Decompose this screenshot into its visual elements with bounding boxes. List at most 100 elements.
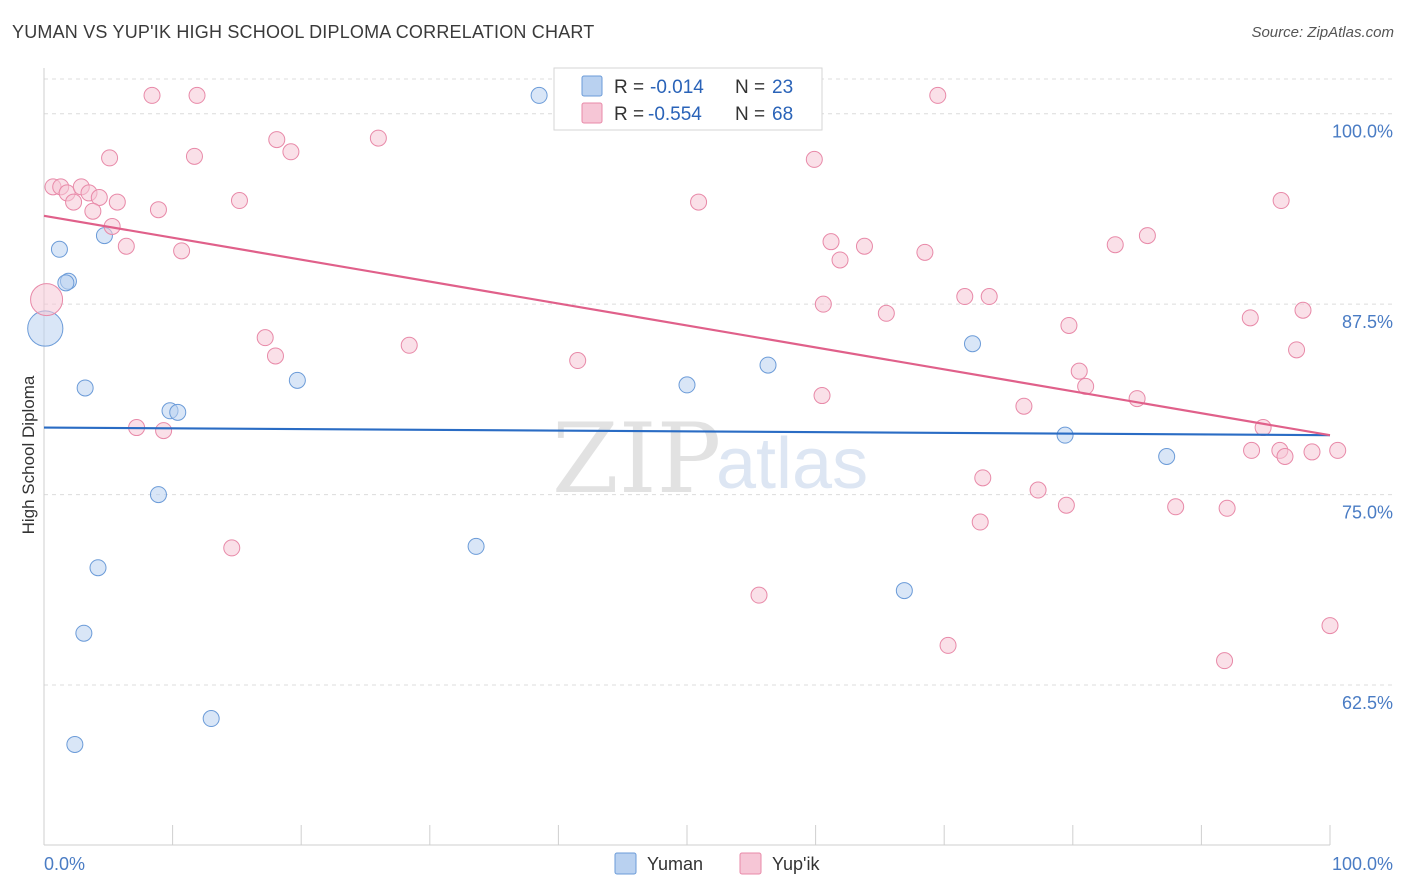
trend-lines — [43, 214, 1331, 437]
source-label: Source: ZipAtlas.com — [1251, 24, 1394, 41]
point-yupik-43 — [1288, 341, 1306, 359]
y-tick-label-3: 62.5% — [1342, 693, 1393, 713]
legend-r-yuman: -0.014 — [650, 77, 704, 98]
chart-title: YUMAN VS YUP'IK HIGH SCHOOL DIPLOMA CORR… — [12, 22, 595, 42]
bottom-legend-yupik: Yup'ik — [772, 854, 820, 874]
point-yupik-35 — [877, 304, 895, 322]
point-yuman-0 — [530, 86, 548, 104]
point-yupik-46 — [813, 387, 831, 405]
point-yupik-0 — [143, 86, 161, 104]
y-axis-title: High School Diploma — [19, 375, 38, 534]
watermark-atlas: atlas — [716, 424, 868, 504]
legend-r-label-yupik: R = — [614, 104, 644, 125]
point-yupik-59 — [1057, 496, 1075, 514]
y-tick-label-0: 100.0% — [1332, 122, 1393, 142]
point-yupik-33 — [956, 288, 974, 306]
point-yupik-39 — [256, 329, 274, 347]
point-yupik-62 — [971, 513, 989, 531]
point-yuman-12 — [963, 335, 981, 353]
point-yupik-30 — [831, 251, 849, 269]
point-yupik-48 — [1015, 397, 1033, 415]
point-yupik-32 — [814, 295, 832, 313]
legend-n-yupik: 68 — [772, 104, 793, 125]
point-yupik-38 — [1060, 316, 1078, 334]
stats-legend: R = -0.014 N = 23 R = -0.554 N = 68 — [553, 67, 823, 131]
series-legend: Yuman Yup'ik — [614, 852, 820, 875]
point-yupik-67 — [1321, 617, 1339, 635]
trend-line-yuman — [43, 426, 1331, 437]
point-yupik-64 — [750, 586, 768, 604]
point-yupik-44 — [1070, 362, 1088, 380]
point-yupik-25 — [822, 233, 840, 251]
point-yupik-55 — [1303, 443, 1321, 461]
point-yupik-26 — [855, 237, 873, 255]
y-tick-label-1: 87.5% — [1342, 312, 1393, 332]
point-yupik-58 — [1029, 481, 1047, 499]
point-yupik-31 — [30, 283, 64, 317]
point-yuman-7 — [288, 371, 306, 389]
legend-n-label-yuman: N = — [735, 77, 765, 98]
point-yuman-9 — [169, 403, 187, 421]
point-yuman-16 — [467, 537, 485, 555]
point-yupik-17 — [230, 192, 248, 210]
point-yupik-3 — [268, 131, 286, 149]
point-yupik-6 — [101, 149, 119, 167]
point-yupik-20 — [84, 202, 102, 220]
point-yupik-61 — [1218, 499, 1236, 517]
point-yupik-37 — [1241, 309, 1259, 327]
point-yupik-19 — [1272, 192, 1290, 210]
axes — [43, 68, 1331, 846]
point-yuman-17 — [89, 559, 107, 577]
point-yupik-66 — [1216, 652, 1234, 670]
point-yuman-5 — [27, 310, 64, 347]
point-yuman-19 — [75, 624, 93, 642]
point-yuman-10 — [678, 376, 696, 394]
point-yuman-13 — [1056, 426, 1074, 444]
legend-r-label-yuman: R = — [614, 77, 644, 98]
point-yupik-4 — [369, 129, 387, 147]
point-yuman-20 — [202, 710, 220, 728]
legend-swatch-yuman — [581, 75, 603, 97]
point-yupik-21 — [149, 201, 167, 219]
point-yupik-34 — [980, 288, 998, 306]
point-yupik-14 — [65, 193, 83, 211]
point-yupik-57 — [974, 469, 992, 487]
point-yupik-63 — [223, 539, 241, 557]
point-yupik-24 — [173, 242, 191, 260]
point-yuman-18 — [895, 582, 913, 600]
point-yuman-21 — [66, 735, 84, 753]
point-yupik-18 — [690, 193, 708, 211]
y-tick-labels: 100.0% 87.5% 75.0% 62.5% — [1332, 122, 1393, 713]
gridlines — [44, 78, 1393, 686]
point-yupik-1 — [188, 86, 206, 104]
point-yupik-52 — [1243, 441, 1261, 459]
point-yupik-15 — [90, 189, 108, 206]
bottom-swatch-yuman — [614, 852, 637, 875]
data-points — [27, 86, 1347, 753]
point-yupik-8 — [805, 150, 823, 168]
x-tick-label-max: 100.0% — [1332, 854, 1393, 874]
point-yupik-40 — [400, 336, 418, 354]
point-yupik-27 — [1138, 227, 1156, 245]
point-yupik-29 — [916, 243, 934, 261]
point-yupik-65 — [939, 636, 957, 654]
legend-n-yuman: 23 — [772, 77, 793, 98]
legend-n-label-yupik: N = — [735, 104, 765, 125]
legend-r-yupik: -0.554 — [648, 104, 702, 125]
point-yuman-14 — [1158, 448, 1176, 465]
point-yupik-36 — [1294, 301, 1312, 319]
point-yupik-23 — [117, 237, 135, 255]
y-tick-label-2: 75.0% — [1342, 503, 1393, 523]
point-yupik-54 — [1276, 448, 1294, 465]
point-yuman-1 — [50, 240, 68, 258]
point-yupik-42 — [569, 352, 587, 370]
point-yupik-2 — [929, 86, 947, 104]
point-yupik-16 — [108, 193, 126, 211]
point-yuman-11 — [759, 356, 777, 374]
point-yupik-41 — [266, 347, 284, 365]
watermark-zip: ZIP — [552, 403, 721, 515]
legend-swatch-yupik — [581, 102, 603, 124]
point-yuman-4 — [57, 274, 75, 292]
bottom-swatch-yupik — [739, 852, 762, 875]
